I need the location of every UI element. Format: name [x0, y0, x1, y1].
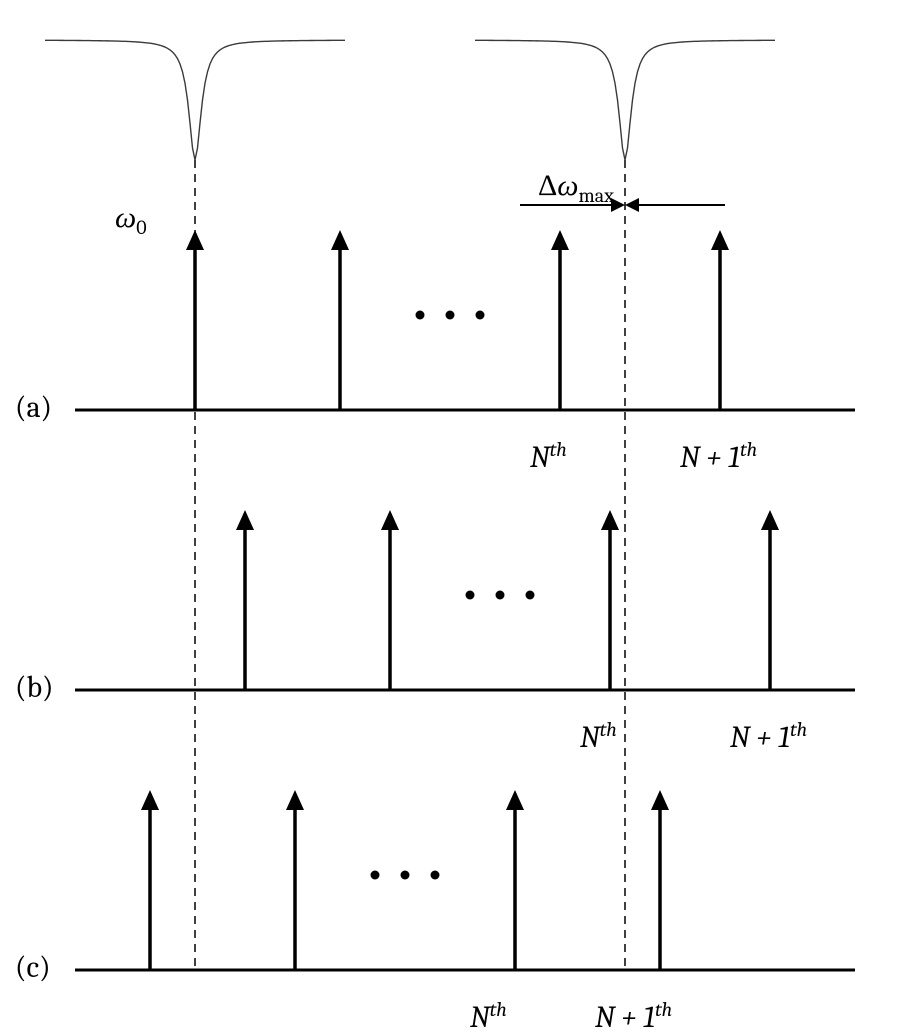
panel-a-comb-line-1 — [331, 230, 349, 410]
panel-b-ellipsis-dot-0 — [466, 591, 475, 600]
panel-b-comb-line-2 — [601, 510, 619, 690]
panel-c-comb-line-0 — [141, 790, 159, 970]
panel-a-comb-line-3 — [711, 230, 729, 410]
panel-a-comb-line-2 — [551, 230, 569, 410]
delta-omega-arrow-left — [625, 198, 725, 212]
panel-c-ellipsis-dot-2 — [431, 871, 440, 880]
absorption-dip-1 — [475, 40, 775, 160]
panel-c-ellipsis-dot-0 — [371, 871, 380, 880]
panel-b-N1th-label: N + 1th — [730, 718, 807, 755]
panel-c-comb-line-3 — [651, 790, 669, 970]
panel-b-ellipsis-dot-1 — [496, 591, 505, 600]
panel-a-Nth-label: Nth — [530, 438, 567, 475]
panel-c-comb-line-2 — [506, 790, 524, 970]
panel-b-comb-line-0 — [236, 510, 254, 690]
panel-a-ellipsis-dot-0 — [416, 311, 425, 320]
omega0-label: ω0 — [115, 200, 147, 239]
figure-svg — [0, 0, 912, 1000]
absorption-dip-0 — [45, 40, 345, 160]
panel-b-label: (b) — [15, 670, 54, 705]
panel-a-ellipsis-dot-2 — [476, 311, 485, 320]
panel-c-N1th-label: N + 1th — [595, 998, 672, 1035]
panel-c-Nth-label: Nth — [470, 998, 507, 1035]
panel-a-N1th-label: N + 1th — [680, 438, 757, 475]
panel-b-comb-line-3 — [761, 510, 779, 690]
panel-a-comb-line-0 — [186, 230, 204, 410]
panel-b-Nth-label: Nth — [580, 718, 617, 755]
figure-container: ω0Δωmax(a)NthN + 1th(b)NthN + 1th(c)NthN… — [0, 0, 912, 1000]
panel-c-label: (c) — [15, 950, 51, 985]
panel-b-ellipsis-dot-2 — [526, 591, 535, 600]
panel-c-ellipsis-dot-1 — [401, 871, 410, 880]
panel-a-ellipsis-dot-1 — [446, 311, 455, 320]
delta-omega-max-label: Δωmax — [538, 168, 614, 207]
panel-b-comb-line-1 — [381, 510, 399, 690]
panel-c-comb-line-1 — [286, 790, 304, 970]
panel-a-label: (a) — [15, 390, 52, 425]
